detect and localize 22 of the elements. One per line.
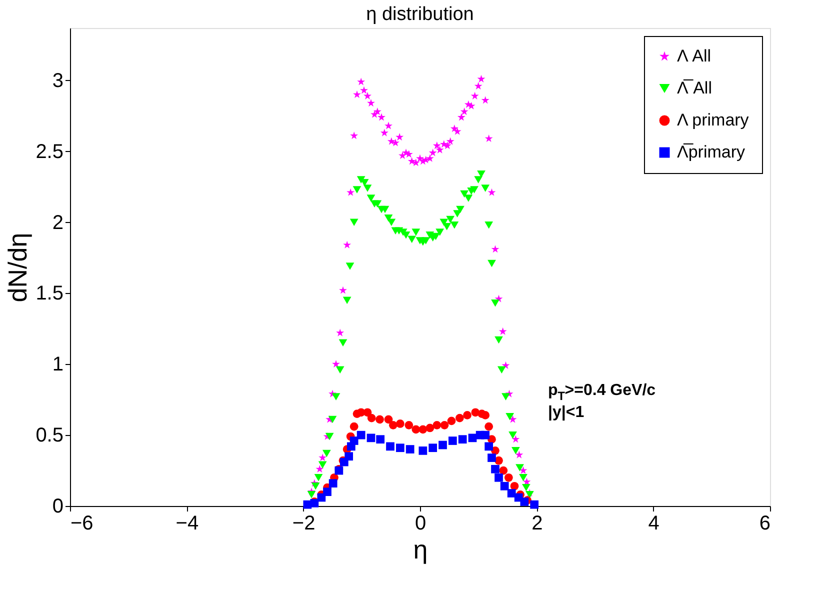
x-tick-label: 6 <box>759 512 770 534</box>
annotation: |y|<1 <box>548 404 584 421</box>
x-axis-title: η <box>413 534 428 564</box>
x-tick-label: −2 <box>292 512 316 534</box>
x-tick-label: 2 <box>532 512 543 534</box>
y-tick-label: 0 <box>52 496 64 518</box>
y-axis-title: dN/dη <box>2 232 33 302</box>
x-tick-label: 4 <box>648 512 660 534</box>
legend-label: Λ̅ All <box>677 78 712 98</box>
x-tick-label: 0 <box>414 512 426 534</box>
chart-title: η distribution <box>366 4 474 25</box>
y-tick-label: 2 <box>52 212 64 234</box>
x-tick-label: −6 <box>70 512 94 534</box>
legend-label: Λ primary <box>677 110 750 130</box>
y-tick-label: 3 <box>52 70 64 92</box>
x-tick-label: −4 <box>176 512 199 534</box>
legend-label: Λ̅primary <box>677 142 746 162</box>
y-tick-label: 0.5 <box>36 424 64 447</box>
y-tick-label: 1.5 <box>36 282 64 305</box>
y-tick-label: 2.5 <box>36 140 64 163</box>
legend-label: Λ All <box>677 46 712 66</box>
y-tick-label: 1 <box>52 354 64 376</box>
